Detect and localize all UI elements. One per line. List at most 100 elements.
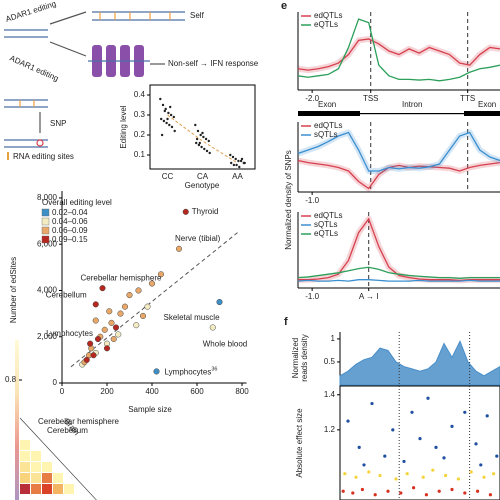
label: ADAR1 editing: [8, 54, 60, 84]
point: [383, 454, 387, 458]
y-axis-label: Normalized density of SNPs: [284, 150, 293, 250]
heatmap-cell: [20, 440, 30, 450]
legend-label: 0.04–0.06: [52, 217, 88, 226]
point: [99, 285, 106, 292]
point: [399, 491, 403, 495]
point: [133, 322, 140, 329]
line: [297, 266, 500, 279]
y-tick-label: 1.4: [324, 390, 336, 399]
legend-label: edQTLs: [314, 121, 342, 130]
point: [106, 308, 113, 315]
point: [166, 117, 169, 121]
label: Exon: [478, 100, 496, 109]
point: [115, 331, 122, 338]
point: [153, 368, 160, 375]
colorbar: [15, 340, 19, 500]
point: [230, 161, 233, 165]
edit-marks: [19, 100, 35, 107]
heatmap-cell: [31, 451, 41, 461]
legend-swatch: [41, 208, 50, 217]
y-tick-label: 6,000: [37, 239, 58, 248]
point: [412, 486, 416, 490]
trend-line: [167, 114, 238, 164]
point: [450, 487, 454, 492]
point: [94, 335, 102, 343]
point-label: Lymphocytes36: [165, 367, 218, 377]
point: [199, 133, 202, 137]
y-tick-label: 2,000: [37, 332, 58, 341]
point: [378, 473, 382, 478]
plot-frame: [149, 84, 256, 170]
point: [201, 131, 204, 135]
legend-label: edQTLs: [314, 11, 342, 20]
point: [485, 414, 489, 418]
area: [339, 339, 500, 386]
point: [200, 145, 203, 149]
y-tick-label: 0.3: [134, 110, 146, 119]
point: [410, 410, 414, 414]
plot-frame: [339, 385, 500, 500]
point: [492, 472, 496, 476]
line: [298, 217, 500, 282]
x-tick-label: TTS: [460, 94, 475, 103]
point: [169, 105, 172, 109]
y-tick-label: 0: [53, 378, 58, 387]
point: [240, 157, 244, 161]
point: [437, 489, 441, 493]
legend-title: Overall editing level: [42, 198, 112, 207]
rna-duplex: [4, 99, 48, 148]
point: [474, 442, 478, 446]
point: [169, 113, 173, 117]
line: [297, 159, 500, 190]
line: [297, 131, 500, 172]
x-tick-label: -2.0: [305, 94, 319, 103]
point-label: Nerve (tibial): [175, 234, 221, 243]
point: [479, 463, 483, 467]
legend-label: edQTLs: [314, 211, 342, 220]
y-axis-label: Editing level: [119, 105, 128, 148]
point: [161, 103, 165, 107]
x-tick-label: A → I: [359, 292, 379, 301]
x-tick-label: TSS: [363, 94, 379, 103]
point: [450, 424, 454, 428]
point: [444, 473, 448, 478]
point: [197, 143, 201, 147]
edit-marks: [99, 12, 171, 20]
x-tick-label: 200: [100, 387, 114, 396]
legend-label: 0.06–0.09: [52, 226, 88, 235]
x-tick-label: CC: [162, 172, 174, 181]
trend-line: [70, 232, 238, 368]
y-tick-label: 0.4: [134, 90, 146, 99]
point: [160, 117, 163, 121]
point: [434, 445, 438, 449]
point: [357, 445, 361, 449]
point: [163, 109, 166, 113]
point: [194, 123, 197, 127]
legend-label: eQTLs: [314, 20, 338, 29]
heatmap-cell: [20, 451, 30, 461]
label: RNA editing sites: [13, 152, 74, 161]
label: ADAR1 editing: [4, 0, 57, 24]
point: [231, 155, 235, 159]
point: [170, 125, 174, 129]
point: [160, 133, 164, 137]
point-label: Cerebellum: [46, 290, 87, 299]
point: [391, 428, 395, 432]
point: [195, 137, 199, 141]
point: [182, 208, 189, 215]
legend-swatch: [41, 217, 50, 226]
point: [431, 468, 435, 472]
point: [101, 326, 108, 333]
point: [148, 280, 156, 287]
legend-label: sQTLs: [314, 130, 338, 139]
heatmap-cell: [20, 473, 30, 483]
heatmap-cell: [20, 462, 30, 472]
point: [168, 123, 171, 127]
diagonal: [19, 417, 97, 500]
point: [386, 489, 390, 493]
point: [144, 303, 151, 310]
panel-letter: e: [281, 0, 287, 12]
point: [92, 301, 99, 308]
point: [354, 475, 358, 479]
legend-swatch: [41, 235, 50, 244]
